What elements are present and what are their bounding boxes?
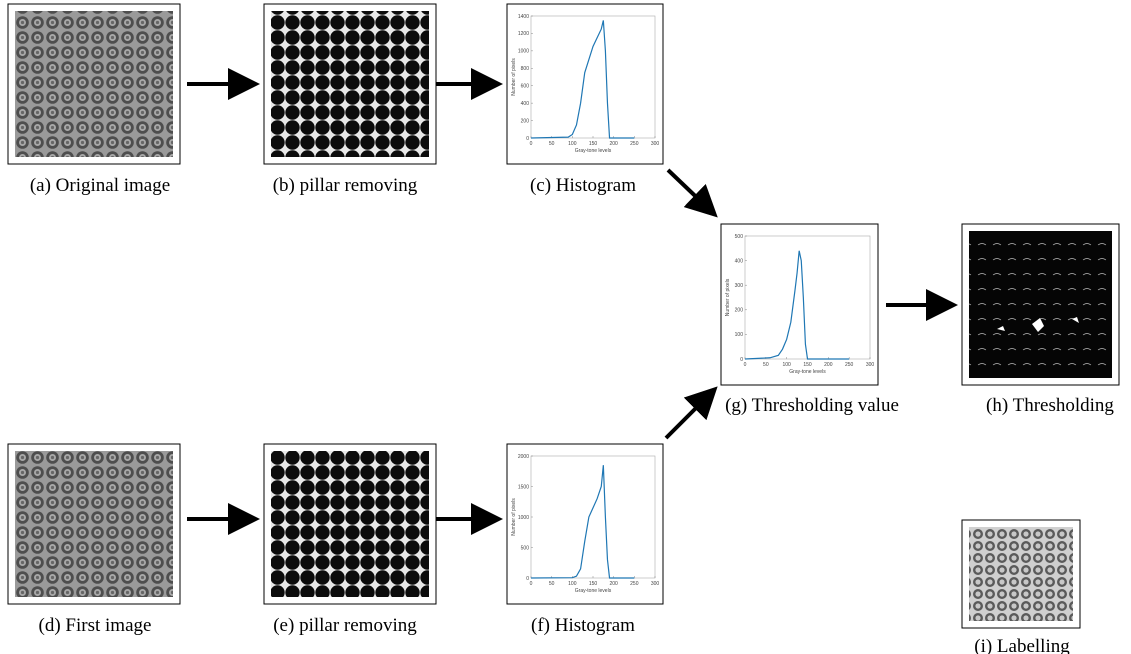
y-tick-label: 500 — [735, 234, 744, 240]
y-tick-label: 0 — [526, 576, 529, 582]
histogram-curve — [530, 465, 635, 579]
y-tick-label: 600 — [521, 84, 530, 90]
y-tick-label: 1200 — [518, 31, 529, 37]
y-tick-label: 300 — [735, 283, 744, 289]
image — [15, 451, 173, 597]
y-tick-label: 500 — [521, 545, 530, 551]
caption: (e) pillar removing — [273, 615, 417, 636]
x-tick-label: 50 — [549, 141, 555, 147]
image-blob — [997, 317, 1079, 332]
arrow — [664, 386, 718, 440]
x-axis-label: Gray-tone levels — [575, 588, 612, 594]
y-tick-label: 100 — [735, 332, 744, 338]
y-tick-label: 800 — [521, 66, 530, 72]
x-tick-label: 150 — [589, 141, 598, 147]
x-axis-label: Gray-tone levels — [575, 148, 612, 154]
panel-frame — [506, 3, 664, 165]
panel-frame — [720, 223, 879, 386]
x-tick-label: 200 — [609, 581, 618, 587]
panel-frame — [506, 443, 664, 605]
x-tick-label: 0 — [530, 141, 533, 147]
x-tick-label: 100 — [568, 581, 577, 587]
caption: (a) Original image — [30, 175, 170, 196]
y-tick-label: 200 — [521, 118, 530, 124]
x-tick-label: 150 — [589, 581, 598, 587]
image — [969, 527, 1073, 621]
x-tick-label: 300 — [651, 581, 660, 587]
caption: (f) Histogram — [531, 615, 635, 636]
x-tick-label: 100 — [782, 362, 791, 368]
histogram-curve — [744, 250, 850, 360]
x-tick-label: 200 — [609, 141, 618, 147]
arrows — [187, 68, 958, 535]
y-axis-label: Number of pixels — [511, 58, 517, 96]
y-tick-label: 400 — [521, 101, 530, 107]
caption: (h) Thresholding — [986, 395, 1114, 416]
y-tick-label: 2000 — [518, 454, 529, 460]
y-tick-label: 1400 — [518, 14, 529, 20]
y-axis-label: Number of pixels — [725, 278, 731, 316]
x-tick-label: 150 — [803, 362, 812, 368]
x-tick-label: 250 — [630, 581, 639, 587]
x-tick-label: 50 — [549, 581, 555, 587]
x-tick-label: 300 — [866, 362, 875, 368]
x-tick-label: 250 — [630, 141, 639, 147]
arrow — [666, 168, 718, 218]
caption: (b) pillar removing — [273, 175, 418, 196]
y-tick-label: 1500 — [518, 484, 529, 490]
y-tick-label: 200 — [735, 308, 744, 314]
x-tick-label: 250 — [845, 362, 854, 368]
y-tick-label: 1000 — [518, 49, 529, 55]
caption: (c) Histogram — [530, 175, 636, 196]
x-tick-label: 300 — [651, 141, 660, 147]
y-tick-label: 0 — [740, 357, 743, 363]
x-tick-label: 50 — [763, 362, 769, 368]
image — [271, 451, 429, 597]
y-tick-label: 1000 — [518, 515, 529, 521]
x-tick-label: 0 — [744, 362, 747, 368]
image — [271, 11, 429, 157]
image — [969, 231, 1112, 378]
x-tick-label: 200 — [824, 362, 833, 368]
histogram-curve — [530, 20, 635, 139]
y-tick-label: 0 — [526, 136, 529, 142]
caption: (i) Labelling — [974, 636, 1070, 654]
image — [15, 11, 173, 157]
x-tick-label: 0 — [530, 581, 533, 587]
y-axis-label: Number of pixels — [511, 498, 517, 536]
y-tick-label: 400 — [735, 258, 744, 264]
x-axis-label: Gray-tone levels — [789, 369, 826, 375]
caption: (g) Thresholding value — [725, 395, 899, 416]
x-tick-label: 100 — [568, 141, 577, 147]
caption: (d) First image — [39, 615, 152, 636]
